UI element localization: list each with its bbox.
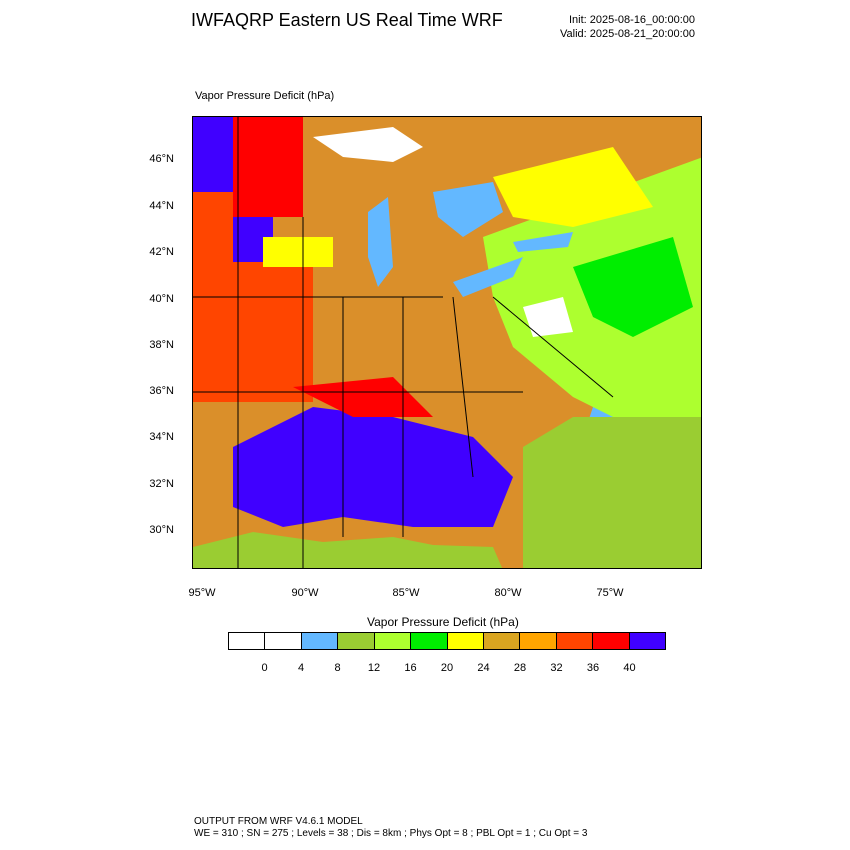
colorbar-tick-label: 32 (550, 662, 563, 674)
lat-label-38n: 38°N (149, 339, 174, 351)
colorbar-tick-label: 28 (513, 662, 527, 674)
lon-label-75w: 75°W (596, 587, 624, 599)
gulf-of-mexico (193, 532, 503, 568)
lon-label-90w: 90°W (291, 587, 319, 599)
lake-michigan (368, 197, 393, 287)
colorbar-box (556, 633, 594, 649)
colorbar-tick-label: 24 (477, 662, 490, 674)
colorbar-title: Vapor Pressure Deficit (hPa) (367, 615, 519, 629)
lat-label-30n: 30°N (149, 524, 174, 536)
bright-green-zone-ne (573, 237, 693, 337)
lat-label-32n: 32°N (149, 478, 174, 490)
colorbar-box (483, 633, 521, 649)
red-zone-nw (233, 117, 303, 217)
colorbar-box (593, 633, 630, 649)
lake-huron (433, 182, 503, 237)
ocean-green-zone (523, 417, 701, 568)
map-panel (192, 116, 702, 569)
colorbar-box (447, 633, 484, 649)
lon-label-80w: 80°W (494, 587, 522, 599)
colorbar-box (265, 633, 302, 649)
yellow-zone-iowa (263, 237, 333, 267)
footer-config-line: WE = 310 ; SN = 275 ; Levels = 38 ; Dis … (194, 828, 588, 839)
colorbar-tick-label: 16 (404, 662, 417, 674)
colorbar-tick-label: 8 (334, 662, 341, 674)
colorbar-box (229, 633, 266, 649)
lake-ontario (513, 232, 573, 252)
colorbar-tick-label: 12 (367, 662, 381, 674)
lon-label-95w: 95°W (188, 587, 216, 599)
white-zone-pa (523, 297, 573, 337)
colorbar-box (520, 633, 557, 649)
map-field-title: Vapor Pressure Deficit (hPa) (195, 90, 335, 102)
colorbar-box (374, 633, 412, 649)
lat-label-44n: 44°N (149, 200, 174, 212)
yellow-zone-ontario (493, 147, 653, 227)
lat-label-46n: 46°N (149, 153, 174, 165)
lat-label-40n: 40°N (149, 293, 174, 305)
red-zone-midsouth (293, 377, 433, 417)
init-time: Init: 2025-08-16_00:00:00 (569, 14, 695, 26)
footer-model-line: OUTPUT FROM WRF V4.6.1 MODEL (194, 816, 363, 827)
valid-time: Valid: 2025-08-21_20:00:00 (560, 28, 695, 40)
colorbar (228, 632, 666, 650)
lat-label-42n: 42°N (149, 246, 174, 258)
plot-title: IWFAQRP Eastern US Real Time WRF (191, 10, 503, 30)
colorbar-box (411, 633, 448, 649)
colorbar-box (338, 633, 375, 649)
lat-label-36n: 36°N (149, 385, 174, 397)
orange-zone-w (193, 192, 233, 262)
colorbar-tick-label: 36 (586, 662, 600, 674)
lon-label-85w: 85°W (392, 587, 420, 599)
colorbar-tick-label: 4 (297, 662, 305, 674)
lake-superior (313, 127, 423, 162)
colorbar-tick-label: 20 (440, 662, 454, 674)
colorbar-tick-label: 0 (261, 662, 268, 674)
state-boundaries (193, 117, 614, 568)
lake-erie (453, 257, 523, 297)
colorbar-box (301, 633, 339, 649)
colorbar-box (629, 633, 666, 649)
lat-label-34n: 34°N (149, 431, 174, 443)
red-orange-zone-sw (193, 262, 313, 402)
vpd-field-map (193, 117, 701, 568)
colorbar-tick-label: 40 (623, 662, 636, 674)
